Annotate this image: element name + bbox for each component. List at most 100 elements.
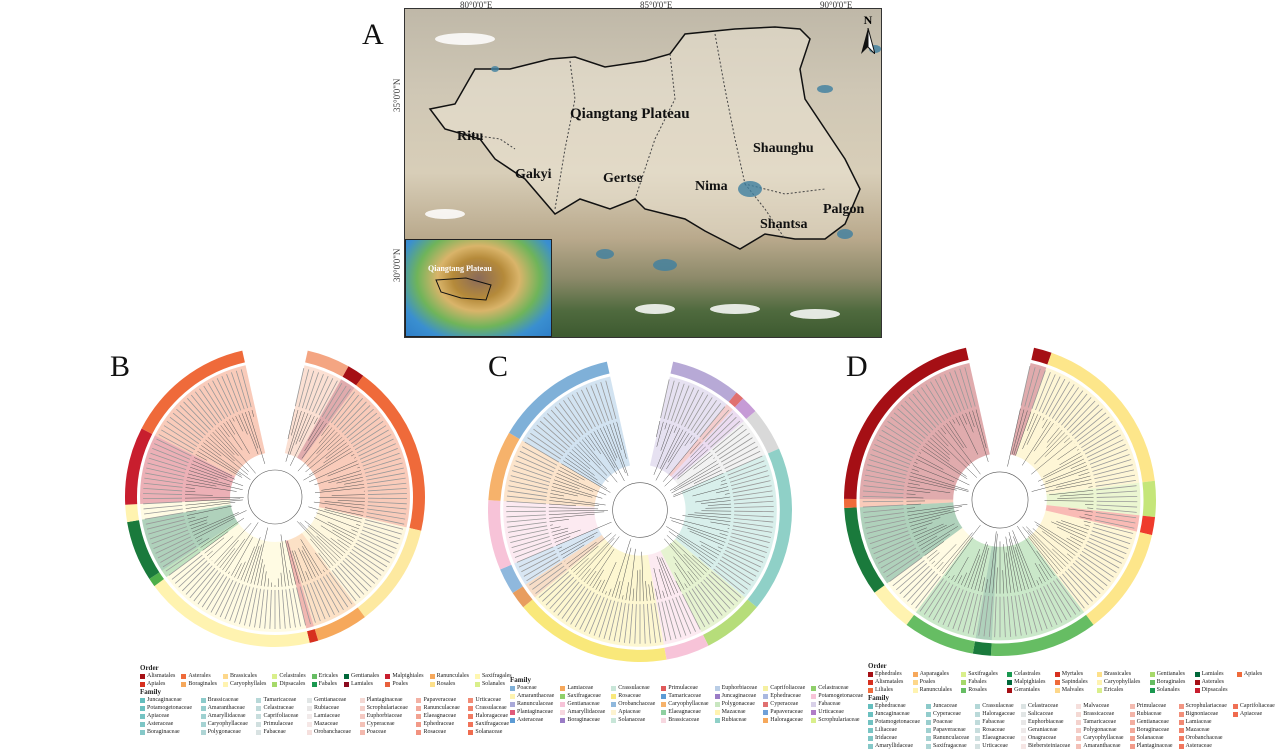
legend-swatch — [416, 706, 421, 711]
legend-label: Asteraceae — [1186, 742, 1212, 750]
legend-label: Caprifoliaceae — [1240, 702, 1275, 710]
region-label-title: Qiangtang Plateau — [570, 106, 690, 123]
legend-swatch — [1097, 680, 1102, 685]
legend-swatch — [1130, 704, 1135, 709]
legend-swatch — [868, 744, 873, 749]
legend-swatch — [1007, 680, 1012, 685]
legend-item: Malvaceae — [1076, 702, 1123, 710]
legend-label: Solanaceae — [618, 716, 645, 724]
legend-item: Papaveraceae — [763, 708, 805, 716]
legend-label: Ranunculaceae — [423, 704, 459, 712]
legend-label: Solanales — [482, 680, 505, 688]
legend-swatch — [913, 672, 918, 677]
legend-swatch — [1179, 704, 1184, 709]
legend-swatch — [510, 718, 515, 723]
legend-label: Apiales — [1244, 670, 1262, 678]
legend-item: Gentianaceae — [560, 700, 605, 708]
legend-swatch — [1179, 736, 1184, 741]
legend-swatch — [256, 706, 261, 711]
legend-item: Onagraceae — [1021, 734, 1070, 742]
legend-label: Malvales — [1062, 686, 1084, 694]
legend-swatch — [1097, 688, 1102, 693]
legend-label: Orobanchaceae — [618, 700, 655, 708]
legend-item: Elaeagnaceae — [416, 712, 462, 720]
legend-swatch — [416, 722, 421, 727]
inset-locator-map: Qiangtang Plateau — [405, 239, 552, 337]
legend-swatch — [811, 694, 816, 699]
legend-label: Euphorbiaceae — [1028, 718, 1064, 726]
legend-swatch — [926, 736, 931, 741]
legend-label: Alismatales — [875, 678, 903, 686]
legend-swatch — [468, 722, 473, 727]
legend-swatch — [1195, 688, 1200, 693]
legend-swatch — [961, 680, 966, 685]
legend-item: Primulaceae — [1130, 702, 1173, 710]
lat-label: 30°0'0"N — [392, 249, 402, 282]
legend-swatch — [256, 722, 261, 727]
legend-item: Brassicales — [1097, 670, 1144, 678]
legend-swatch — [140, 714, 145, 719]
legend-swatch — [975, 712, 980, 717]
legend-item: Celastraceae — [1021, 702, 1070, 710]
legend-item: Tamaricaceae — [661, 692, 708, 700]
legend-item: Papaveraceae — [926, 726, 969, 734]
legend-swatch — [763, 702, 768, 707]
legend-label: Urticaceae — [475, 696, 501, 704]
legend-label: Polygonaceae — [208, 728, 241, 736]
legend-item: Bignoniaceae — [1179, 710, 1227, 718]
legend-item: Potamogetonaceae — [868, 718, 920, 726]
legend-label: Primulaceae — [1137, 702, 1167, 710]
legend-label: Apiaceae — [1240, 710, 1262, 718]
legend-swatch — [272, 674, 277, 679]
legend-swatch — [715, 702, 720, 707]
region-label: Shaunghu — [753, 141, 814, 157]
legend-swatch — [611, 718, 616, 723]
legend-label: Papaveraceae — [423, 696, 456, 704]
legend-swatch — [1076, 704, 1081, 709]
legend-swatch — [1076, 712, 1081, 717]
legend-item: Saxifragales — [475, 672, 512, 680]
legend-item: Asteraceae — [140, 720, 195, 728]
legend-swatch — [1076, 744, 1081, 749]
legend-item: Solanaceae — [1130, 734, 1173, 742]
satellite-map: Qiangtang Plateau Ritu Gakyi Gertse Nima… — [404, 8, 882, 338]
legend-swatch — [1130, 744, 1135, 749]
legend-swatch — [1021, 744, 1026, 749]
legend-swatch — [661, 710, 666, 715]
panel-label-a: A — [362, 18, 384, 52]
legend-label: Poales — [392, 680, 408, 688]
legend-swatch — [1233, 704, 1238, 709]
legend-swatch — [510, 710, 515, 715]
legend-label: Boraginaceae — [1137, 726, 1170, 734]
legend-item: Primulaceae — [256, 720, 301, 728]
legend-swatch — [140, 730, 145, 735]
legend-label: Apiaceae — [618, 708, 640, 716]
ring-segment — [1140, 516, 1155, 535]
legend-label: Fabaceae — [818, 700, 840, 708]
legend-swatch — [611, 710, 616, 715]
legend-item: Ericales — [312, 672, 338, 680]
legend-swatch — [201, 730, 206, 735]
legend-swatch — [140, 682, 145, 687]
legend-label: Primulaceae — [668, 684, 698, 692]
legend-swatch — [416, 714, 421, 719]
legend-title: Family — [868, 694, 1275, 702]
legend-item: Boraginales — [181, 680, 217, 688]
legend-label: Lamiales — [1202, 670, 1224, 678]
legend-swatch — [510, 686, 515, 691]
legend-item: Primulaceae — [661, 684, 708, 692]
legend-item: Amaranthaceae — [201, 704, 251, 712]
legend-swatch — [926, 712, 931, 717]
legend-label: Celastraceae — [818, 684, 848, 692]
legend-label: Salicaceae — [1028, 710, 1053, 718]
legend-swatch — [975, 704, 980, 709]
legend-label: Lamiaceae — [567, 684, 593, 692]
legend-label: Amaranthaceae — [517, 692, 554, 700]
legend-label: Juncaginaceae — [147, 696, 182, 704]
legend-swatch — [360, 714, 365, 719]
legend-swatch — [961, 672, 966, 677]
legend-label: Amaranthaceae — [208, 704, 245, 712]
legend-item: Juncaginaceae — [715, 692, 758, 700]
legend-swatch — [416, 698, 421, 703]
legend-swatch — [1055, 672, 1060, 677]
